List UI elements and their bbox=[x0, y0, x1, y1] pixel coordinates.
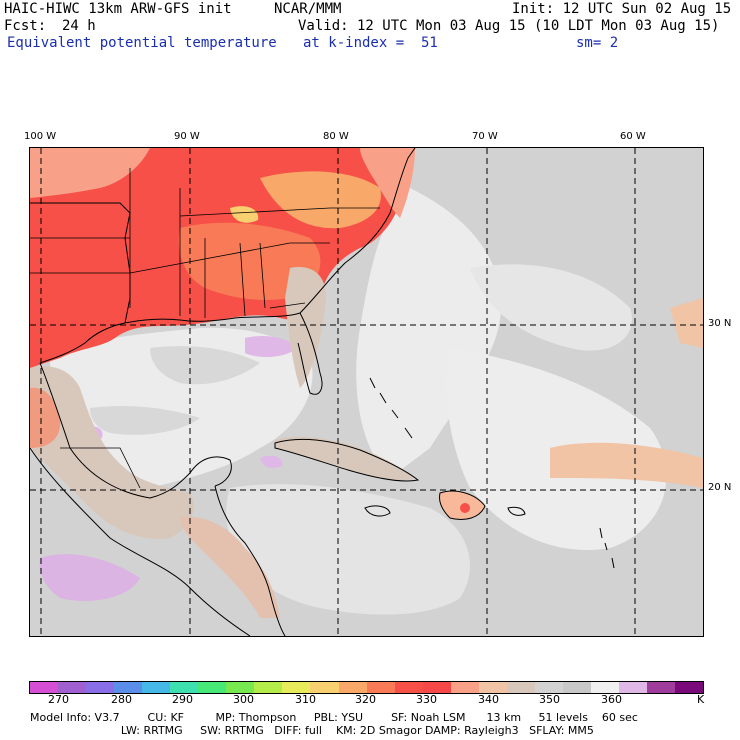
lat-label-30n: 30 N bbox=[708, 318, 732, 329]
colorbar-cell bbox=[618, 682, 648, 693]
init-time: Init: 12 UTC Sun 02 Aug 15 bbox=[512, 1, 732, 17]
gulf-gray-band bbox=[150, 346, 260, 385]
colorbar-cell bbox=[86, 682, 115, 693]
border-4 bbox=[239, 242, 246, 317]
us-northwest-region bbox=[30, 148, 150, 198]
mexico-gulf-coast bbox=[39, 362, 191, 499]
colorbar-label-320: 320 bbox=[355, 693, 376, 706]
colorbar-cell bbox=[142, 682, 171, 693]
colorbar-label-340: 340 bbox=[478, 693, 499, 706]
colorbar-cell bbox=[675, 682, 704, 693]
colorbar-cell bbox=[170, 682, 199, 693]
colorbar-label-310: 310 bbox=[295, 693, 316, 706]
cuba-land bbox=[275, 436, 415, 481]
model-info-line-1: Model Info: V3.7 CU: KF MP: Thompson PBL… bbox=[30, 711, 638, 724]
colorbar-cell bbox=[534, 682, 563, 693]
texas-coast bbox=[39, 322, 126, 364]
north-atlantic-light-area bbox=[470, 264, 632, 351]
gulf-gray-band-2 bbox=[90, 406, 200, 435]
mexico-west-warm bbox=[30, 387, 61, 448]
colorbar-cell bbox=[506, 682, 535, 693]
colorbar-unit: K bbox=[697, 693, 705, 706]
map-panel bbox=[29, 147, 704, 637]
mexico-land bbox=[30, 366, 194, 539]
pacific-coast bbox=[30, 447, 251, 636]
cuba-outline bbox=[274, 439, 420, 482]
colorbar-cell bbox=[310, 682, 339, 693]
caribbean-sea bbox=[226, 484, 470, 615]
east-atlantic-peach bbox=[670, 298, 703, 348]
model-title: HAIC-HIWC 13km ARW-GFS init bbox=[4, 1, 232, 17]
colorbar-label-350: 350 bbox=[539, 693, 560, 706]
colorbar-cell bbox=[562, 682, 591, 693]
center-label: NCAR/MMM bbox=[274, 1, 342, 17]
colorbar-label-300: 300 bbox=[233, 693, 254, 706]
florida-land bbox=[285, 267, 326, 388]
purple-patch-gulf-north bbox=[245, 336, 298, 358]
atlantic-coast bbox=[299, 148, 416, 314]
atlantic-light-area bbox=[356, 188, 502, 478]
lon-label-70w: 70 W bbox=[472, 131, 498, 142]
colorbar-cell bbox=[198, 682, 227, 693]
field-name: Equivalent potential temperature bbox=[7, 35, 277, 51]
equivalent-potential-temperature-map bbox=[30, 148, 703, 636]
model-info-line-2: LW: RRTMG SW: RRTMG DIFF: full KM: 2D Sm… bbox=[30, 724, 594, 737]
border-7 bbox=[129, 242, 330, 274]
colorbar-cell bbox=[478, 682, 507, 693]
central-america-land bbox=[180, 517, 280, 618]
lat-lon-grid bbox=[30, 148, 703, 636]
purple-patch-pacific bbox=[39, 554, 140, 602]
east-caribbean-peach bbox=[550, 442, 703, 488]
colorbar-cell bbox=[114, 682, 143, 693]
mexico-border bbox=[60, 447, 141, 489]
colorbar bbox=[29, 681, 704, 694]
colorbar-label-280: 280 bbox=[111, 693, 132, 706]
bahamas-outline bbox=[369, 377, 413, 439]
colorbar-cell bbox=[254, 682, 283, 693]
level-label: at k-index = 51 bbox=[303, 35, 438, 51]
colorbar-cell bbox=[590, 682, 619, 693]
colorbar-label-360: 360 bbox=[601, 693, 622, 706]
jamaica-outline bbox=[364, 505, 391, 517]
northeast-coast bbox=[360, 148, 415, 218]
colorbar-cell bbox=[422, 682, 451, 693]
central-america-coast bbox=[214, 485, 286, 636]
border-5 bbox=[259, 242, 266, 309]
lon-label-90w: 90 W bbox=[174, 131, 200, 142]
yucatan-coast bbox=[189, 456, 232, 487]
valid-time: Valid: 12 UTC Mon 03 Aug 15 (10 LDT Mon … bbox=[298, 18, 720, 34]
lat-label-20n: 20 N bbox=[708, 482, 732, 493]
colorbar-cell bbox=[338, 682, 367, 693]
colorbar-cell bbox=[394, 682, 423, 693]
forecast-label: Fcst: bbox=[4, 18, 47, 34]
border-10 bbox=[269, 302, 306, 309]
hispaniola-hot-spot bbox=[460, 503, 470, 513]
hispaniola-outline bbox=[439, 490, 486, 520]
colorbar-cell bbox=[450, 682, 479, 693]
purple-patch-yucatan bbox=[260, 455, 283, 468]
southeast-us-orange bbox=[178, 222, 321, 300]
state-borders bbox=[30, 168, 380, 489]
lon-label-60w: 60 W bbox=[620, 131, 646, 142]
colorbar-label-290: 290 bbox=[172, 693, 193, 706]
colorbar-cell bbox=[30, 682, 59, 693]
colorbar-label-270: 270 bbox=[48, 693, 69, 706]
border-8 bbox=[179, 207, 380, 217]
forecast-hour: 24 h bbox=[62, 18, 96, 34]
colorbar-cell bbox=[58, 682, 87, 693]
colorbar-cell bbox=[647, 682, 676, 693]
lesser-antilles-outline bbox=[599, 527, 615, 569]
puerto-rico-outline bbox=[507, 506, 526, 516]
appalachian-orange bbox=[260, 171, 381, 229]
colorbar-label-330: 330 bbox=[416, 693, 437, 706]
yellow-patch bbox=[230, 206, 259, 223]
lon-label-80w: 80 W bbox=[323, 131, 349, 142]
lon-label-100w: 100 W bbox=[24, 131, 57, 142]
gulf-coast bbox=[124, 312, 323, 395]
colorbar-cell bbox=[226, 682, 255, 693]
colorbar-cell bbox=[366, 682, 395, 693]
colorbar-cell bbox=[282, 682, 311, 693]
smoothing-label: sm= 2 bbox=[576, 35, 619, 51]
